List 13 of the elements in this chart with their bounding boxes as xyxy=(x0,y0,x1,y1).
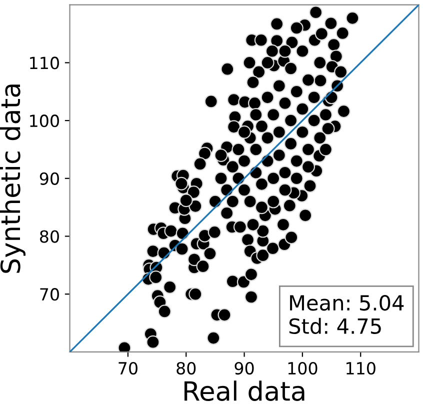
x-tick-label: 80 xyxy=(176,362,196,375)
x-tick-label: 90 xyxy=(234,362,254,375)
y-axis-title: Synthetic data xyxy=(0,84,26,273)
x-tick-label: 110 xyxy=(346,362,376,375)
y-tick-label: 100 xyxy=(30,114,59,128)
annotation: Mean: 5.04 Std: 4.75 xyxy=(289,294,404,334)
x-tick-label: 70 xyxy=(118,362,138,375)
y-tick-label: 110 xyxy=(30,56,59,70)
y-tick-label: 70 xyxy=(40,288,59,301)
y-tick-label: 80 xyxy=(40,230,59,243)
x-axis-title: Real data xyxy=(184,380,304,401)
x-tick-label: 100 xyxy=(288,362,318,375)
y-tick-label: 90 xyxy=(40,172,59,185)
